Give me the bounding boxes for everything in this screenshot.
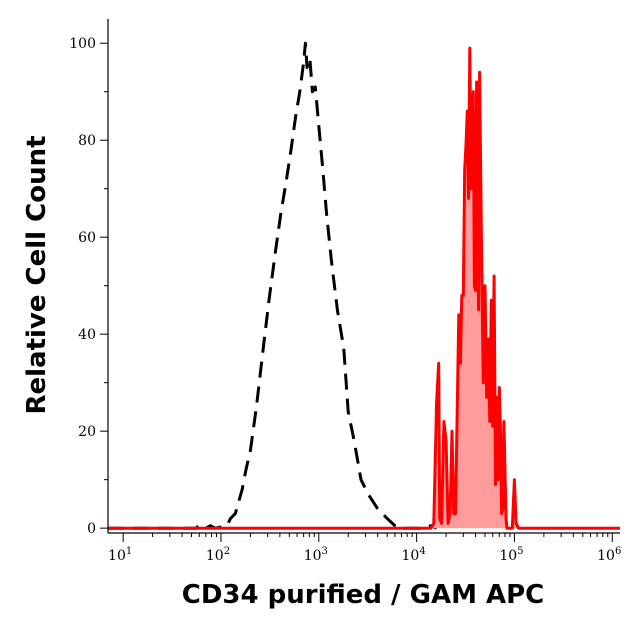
x-tick-label: 106 — [597, 546, 621, 564]
y-tick-label: 80 — [78, 133, 96, 149]
series-1-line — [108, 46, 620, 530]
x-tick-label: 102 — [206, 546, 230, 564]
y-axis-ticks: 0 20 40 60 80 100 — [69, 36, 108, 537]
y-tick-label: 40 — [78, 327, 96, 343]
plot-area — [108, 19, 620, 533]
x-tick-label: 103 — [304, 546, 328, 564]
x-tick-label: 105 — [499, 546, 523, 564]
y-axis-title: Relative Cell Count — [22, 135, 52, 414]
y-tick-label: 20 — [78, 424, 96, 440]
x-tick-label: 101 — [108, 546, 132, 564]
axes-layer — [107, 19, 620, 534]
series-0-line — [108, 41, 438, 530]
series-layer — [108, 41, 620, 530]
x-axis-ticks: 101 102 103 104 105 106 — [108, 533, 621, 564]
x-tick-label: 104 — [402, 546, 426, 564]
y-tick-label: 100 — [69, 36, 96, 52]
x-axis-title: CD34 purified / GAM APC — [182, 580, 545, 610]
y-tick-label: 0 — [87, 521, 96, 537]
y-tick-label: 60 — [78, 230, 96, 246]
